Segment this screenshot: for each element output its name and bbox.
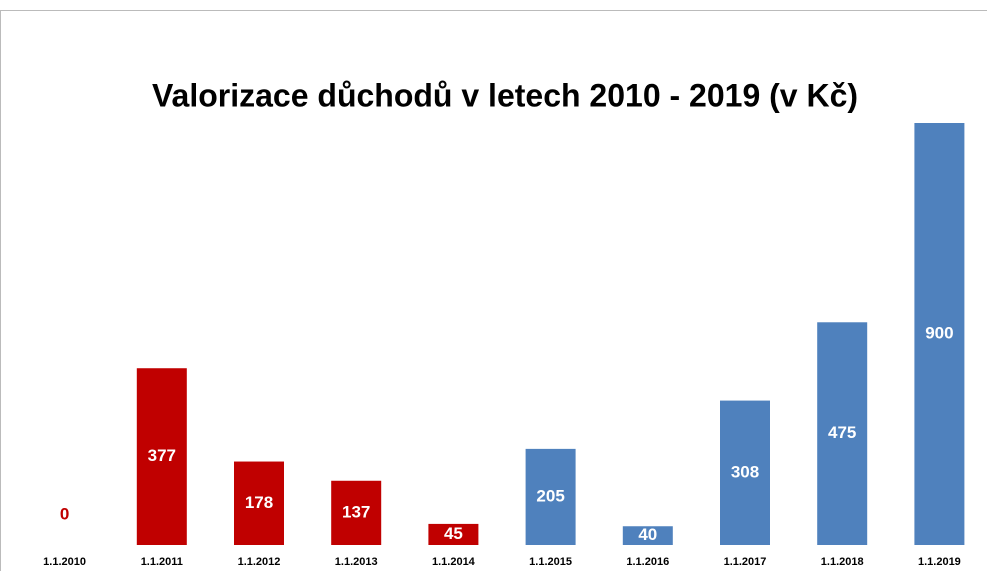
data-label: 205	[536, 486, 564, 505]
x-tick-label: 1.1.2016	[626, 556, 669, 568]
data-label: 45	[444, 524, 463, 543]
chart-title: Valorizace důchodů v letech 2010 - 2019 …	[152, 77, 858, 113]
x-tick-label: 1.1.2010	[43, 556, 86, 568]
x-tick-label: 1.1.2012	[238, 556, 281, 568]
frame	[0, 10, 987, 571]
bar	[136, 368, 187, 545]
bar	[914, 123, 965, 545]
bar	[525, 448, 576, 545]
data-label: 475	[828, 423, 856, 442]
x-tick-label: 1.1.2011	[141, 556, 183, 568]
bar	[720, 400, 770, 545]
x-tick-label: 1.1.2019	[918, 556, 961, 568]
bar	[817, 322, 868, 545]
bar	[622, 526, 673, 545]
x-tick-label: 1.1.2015	[529, 556, 572, 568]
data-label: 0	[60, 504, 69, 523]
x-tick-label: 1.1.2013	[335, 556, 378, 568]
bar	[428, 523, 479, 545]
data-label: 137	[342, 502, 370, 521]
x-tick-label: 1.1.2014	[432, 556, 476, 568]
data-label: 900	[925, 323, 953, 342]
data-label: 40	[638, 525, 657, 544]
data-label: 377	[148, 446, 176, 465]
x-tick-label: 1.1.2017	[724, 556, 767, 568]
data-label: 178	[245, 493, 273, 512]
bar	[234, 461, 284, 545]
x-tick-label: 1.1.2018	[821, 556, 864, 568]
data-label: 308	[731, 462, 759, 481]
bar	[331, 480, 382, 545]
